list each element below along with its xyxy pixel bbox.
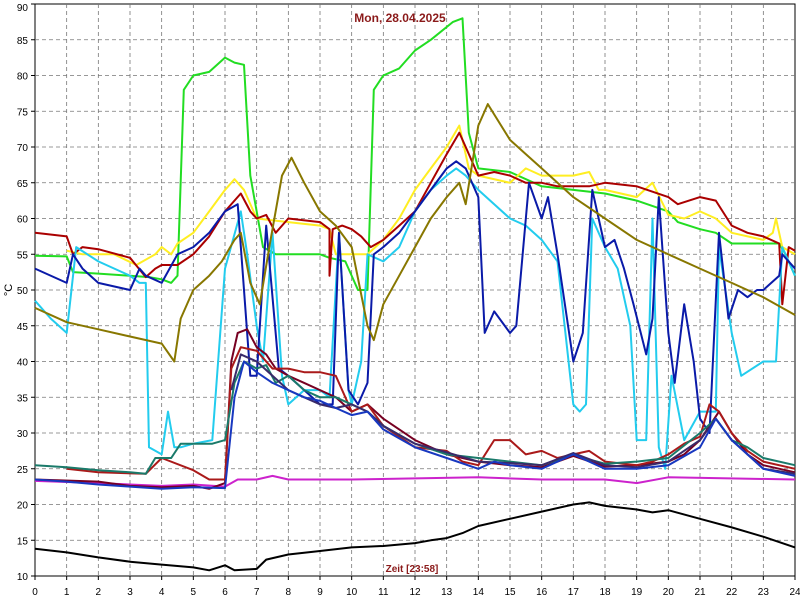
series-line-5 — [34, 160, 796, 434]
x-tick-label: 2 — [96, 587, 102, 598]
x-tick-label: 17 — [568, 587, 580, 598]
x-tick-label: 8 — [286, 587, 292, 598]
series-line-3 — [34, 131, 796, 306]
y-tick-label: 55 — [17, 250, 29, 261]
x-tick-label: 6 — [222, 587, 228, 598]
y-axis-label: °C — [3, 284, 15, 296]
series-line-1 — [34, 17, 796, 291]
x-tick-label: 21 — [694, 587, 706, 598]
x-tick-label: 16 — [536, 587, 548, 598]
chart-title: Mon, 28.04.2025 — [354, 11, 446, 25]
x-tick-label: 3 — [127, 587, 133, 598]
series-line-2 — [66, 124, 796, 266]
x-tick-label: 14 — [473, 587, 485, 598]
y-tick-label: 70 — [17, 143, 29, 154]
x-tick-label: 12 — [409, 587, 421, 598]
x-tick-label: 23 — [758, 587, 770, 598]
y-tick-label: 75 — [17, 107, 29, 118]
y-tick-label: 90 — [17, 3, 29, 14]
x-tick-label: 4 — [159, 587, 165, 598]
series-group — [34, 17, 796, 572]
y-tick-label: 65 — [17, 179, 29, 190]
y-tick-label: 30 — [17, 429, 29, 440]
y-tick-label: 10 — [17, 572, 29, 583]
x-axis-ticks: 0 1 2 3 4 5 6 7 8 9 10 11 12 13 14 15 16 17 18 19 20 21 22 23 24 — [32, 576, 800, 598]
series-line-4 — [34, 167, 796, 470]
x-tick-label: 7 — [254, 587, 260, 598]
y-tick-label: 35 — [17, 393, 29, 404]
y-tick-label: 80 — [17, 72, 29, 83]
x-tick-label: 18 — [599, 587, 611, 598]
x-axis-label: Zeit [23:58] — [386, 564, 439, 575]
y-tick-label: 45 — [17, 322, 29, 333]
series-line-8 — [34, 501, 796, 572]
y-tick-label: 50 — [17, 286, 29, 297]
y-tick-label: 85 — [17, 36, 29, 47]
x-tick-label: 5 — [191, 587, 197, 598]
y-tick-label: 15 — [17, 536, 29, 547]
y-axis-ticks: 10 15 20 25 30 35 40 45 50 55 60 65 70 75 80 85 90 — [17, 3, 35, 583]
x-tick-label: 19 — [631, 587, 643, 598]
series-line-7 — [34, 474, 796, 488]
x-tick-label: 22 — [726, 587, 738, 598]
series-line-6 — [34, 103, 796, 363]
grid — [35, 4, 795, 576]
y-tick-label: 60 — [17, 215, 29, 226]
series-line-11 — [34, 360, 796, 475]
y-tick-label: 25 — [17, 465, 29, 476]
y-tick-label: 20 — [17, 501, 29, 512]
x-tick-label: 0 — [32, 587, 38, 598]
x-tick-label: 10 — [346, 587, 358, 598]
x-tick-label: 1 — [64, 587, 70, 598]
x-tick-label: 11 — [378, 587, 389, 598]
x-tick-label: 24 — [789, 587, 800, 598]
x-tick-label: 20 — [663, 587, 675, 598]
x-tick-label: 15 — [504, 587, 516, 598]
series-line-13 — [34, 360, 796, 490]
y-tick-label: 40 — [17, 358, 29, 369]
x-tick-label: 9 — [317, 587, 323, 598]
x-tick-label: 13 — [441, 587, 453, 598]
